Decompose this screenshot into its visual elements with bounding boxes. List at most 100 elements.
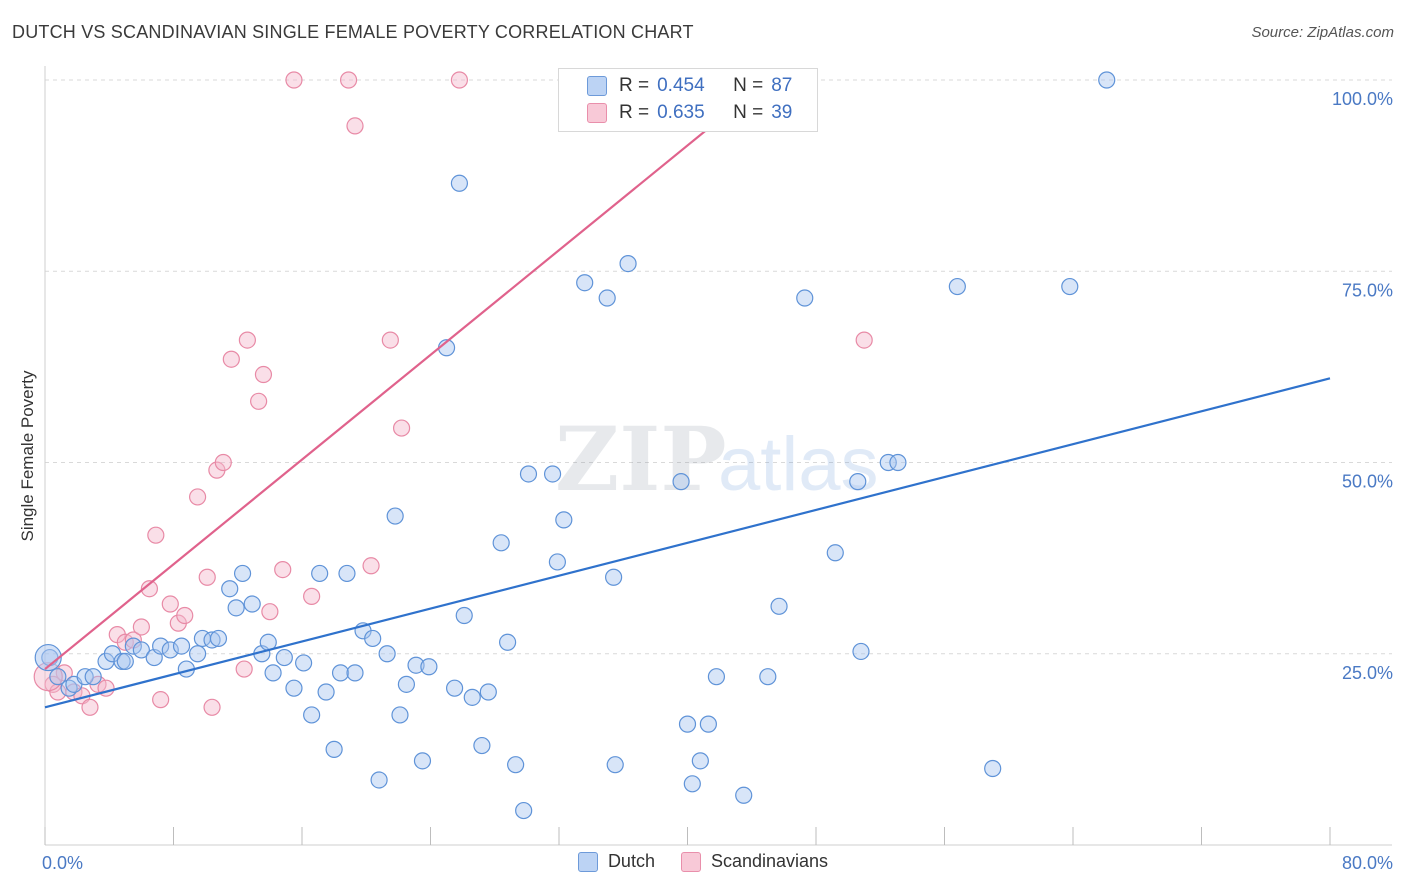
dutch-point [227,599,245,617]
tick-labels: 25.0% 50.0% 75.0% 100.0% 0.0% 80.0% [42,89,1393,873]
dutch-point [203,631,221,649]
scandinavians-point [235,660,253,678]
dutch-point [507,756,525,774]
dutch-point [161,641,179,659]
dutch-point [152,637,170,655]
scandinavians-points [33,71,873,716]
dutch-point [221,580,239,598]
dutch-point [49,668,67,686]
dutch-point [759,668,777,686]
scandinavians-point [303,587,321,605]
scandinavians-point [392,419,411,437]
dutch-point [683,775,701,793]
dutch-point [598,289,616,307]
dutch-point [407,656,425,674]
scandinavians-point [346,117,364,135]
y-tick-label: 25.0% [1342,663,1393,683]
dutch-point [879,453,897,472]
scandinavians-point [381,331,399,349]
dutch-point [672,473,690,491]
dutch-point [479,683,497,701]
scandinavians-point [132,618,150,636]
x-tick-label: 80.0% [1342,853,1393,873]
scandinavians-point [261,603,279,621]
dutch-point [188,645,207,663]
scandinavians-point [339,71,358,89]
dutch-point [132,641,150,659]
dutch-point [331,664,350,682]
dutch-point [735,786,753,804]
dutch-point [295,654,313,672]
dutch-point [1098,71,1116,89]
trend-lines [44,79,1331,709]
dutch-point [233,564,252,583]
dutch-point [338,564,356,583]
dutch-point [770,597,788,615]
scandinavians-point [222,350,240,368]
dutch-point [515,801,533,820]
watermark-atlas: atlas [718,422,879,507]
dutch-n-label: N = [733,75,764,96]
dutch-point [499,633,517,651]
scandinavians-point [254,365,273,384]
dutch-point [548,553,566,571]
dutch-point [555,511,573,529]
dutch-point [605,568,623,586]
dutch-point [984,759,1002,778]
legend-item-scandinavians[interactable]: Scandinavians [680,851,828,872]
scandinavians-point [198,568,216,586]
dutch-point [391,706,409,724]
dutch-point [576,274,594,292]
dutch-point [852,642,870,661]
dutch-point [364,629,382,648]
dutch-point [445,679,464,697]
dutch-point [519,465,538,483]
dutch-point [678,715,697,733]
dutch-point [209,629,228,648]
dutch-point [311,564,329,583]
scand-r-value: 0.635 [657,102,705,123]
scandinavians-point [214,453,232,472]
dutch-point [370,771,388,789]
dutch-point [619,255,637,273]
dutch-point [826,544,844,562]
dutch-point [378,645,396,663]
watermark-zip: ZIP [555,407,727,511]
dutch-point [243,595,261,613]
dutch-point [849,473,867,491]
dutch-point [386,507,404,525]
scandinavians-point [161,595,179,613]
y-tick-label: 75.0% [1342,280,1393,300]
dutch-point [948,277,966,296]
dutch-point [455,606,473,625]
scandinavians-trend-line [44,79,769,670]
dutch-point [285,679,303,697]
axes [44,66,1392,846]
scandinavians-swatch [587,103,607,123]
y-tick-label: 50.0% [1342,472,1393,492]
source-label: Source: ZipAtlas.com [1251,24,1394,41]
dutch-point [492,534,510,552]
dutch-swatch [587,76,607,96]
dutch-point [303,706,321,724]
dutch-point [325,740,343,758]
dutch-point [450,174,469,192]
dutch-point [397,675,416,693]
scand-n-label: N = [733,102,764,123]
dutch-r-value: 0.454 [657,75,705,96]
scandinavians-point [238,331,256,349]
scandinavians-point [855,331,873,349]
dutch-points [34,71,1116,820]
scand-r-label: R = [619,102,650,123]
scandinavians-legend-swatch [680,851,701,872]
dutch-point [413,752,432,770]
dutch-point [116,652,134,671]
dutch-point [264,664,282,682]
scandinavians-point [250,392,268,410]
scandinavians-point [188,488,207,506]
legend-item-dutch[interactable]: Dutch [577,851,655,872]
dutch-point [691,752,709,770]
dutch-r-label: R = [619,75,650,96]
scandinavians-point [152,691,170,709]
watermark: ZIP atlas [555,407,879,511]
